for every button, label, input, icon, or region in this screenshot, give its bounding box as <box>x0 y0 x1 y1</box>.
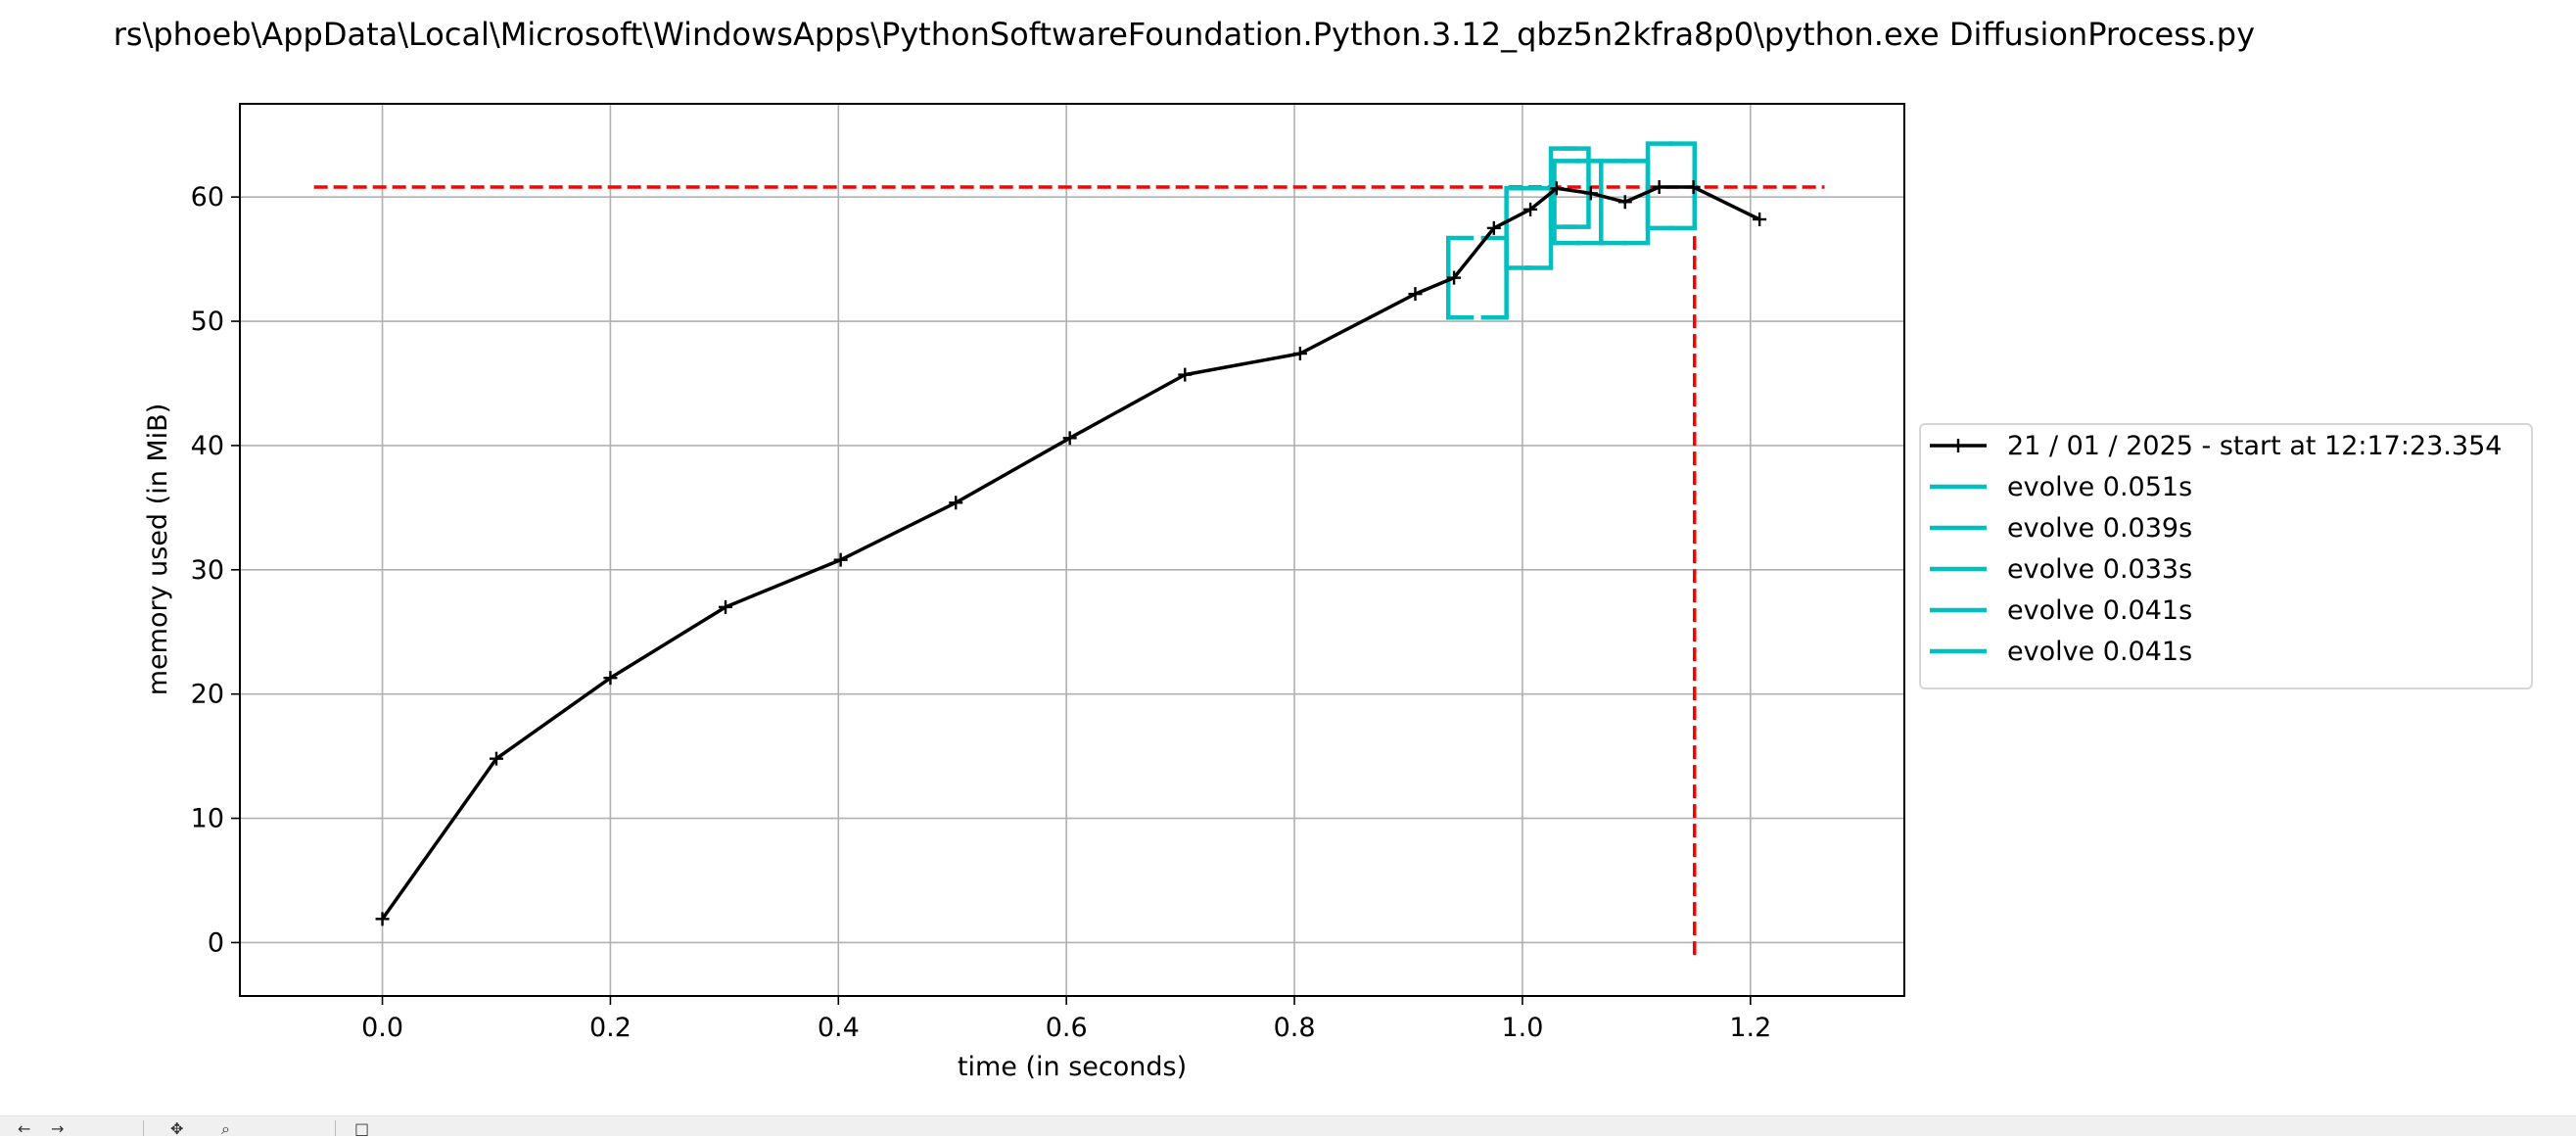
back-arrow-icon[interactable]: ← <box>18 1119 31 1138</box>
legend-item: evolve 0.033s <box>1930 554 2192 585</box>
legend: 21 / 01 / 2025 - start at 12:17:23.354 ev… <box>1919 423 2533 689</box>
legend-item: evolve 0.039s <box>1930 513 2192 544</box>
bracket-start <box>1552 159 1580 246</box>
x-axis-label: time (in seconds) <box>958 1052 1187 1082</box>
x-tick-label: 0.8 <box>1274 1013 1316 1043</box>
bracket-end <box>1563 146 1591 229</box>
legend-box <box>1919 423 2533 689</box>
toolbar-divider <box>143 1120 144 1136</box>
memory-data-point <box>1652 180 1666 195</box>
x-tick-label: 0.4 <box>818 1013 860 1043</box>
memory-data-point <box>1292 347 1307 361</box>
bracket-end <box>1525 186 1554 270</box>
y-tick-label: 50 <box>191 307 224 337</box>
x-tick-label: 1.2 <box>1729 1013 1771 1043</box>
peak-memory-marker <box>313 149 1825 956</box>
y-tick-label: 60 <box>191 182 224 213</box>
legend-item: 21 / 01 / 2025 - start at 12:17:23.354 <box>1930 431 2502 461</box>
y-tick-label: 40 <box>191 431 224 461</box>
memory-data-point <box>1686 180 1701 195</box>
memory-data-point <box>719 599 733 614</box>
memory-data-point <box>1408 287 1423 302</box>
zoom-icon[interactable]: ⌕ <box>221 1119 230 1138</box>
bracket-end <box>1480 235 1509 320</box>
figure-title: rs\phoeb\AppData\Local\Microsoft\Windows… <box>114 16 2255 53</box>
memory-data-point <box>1062 431 1077 446</box>
legend-label: 21 / 01 / 2025 - start at 12:17:23.354 <box>2007 431 2502 461</box>
y-tick-label: 0 <box>208 927 224 958</box>
memory-data-point <box>1523 202 1538 216</box>
figure-canvas: rs\phoeb\AppData\Local\Microsoft\Windows… <box>114 16 2533 1082</box>
memory-series <box>375 180 1767 926</box>
forward-arrow-icon[interactable]: → <box>51 1119 65 1138</box>
legend-label: evolve 0.051s <box>2007 472 2192 502</box>
plot-toolbar: ← → ✥ ⌕ □ <box>0 1115 2576 1138</box>
y-tick-label: 10 <box>191 804 224 834</box>
memory-data-point <box>1753 212 1767 226</box>
bracket-start <box>1599 159 1627 246</box>
bracket-start <box>1504 186 1532 270</box>
memory-data-point <box>1486 220 1501 235</box>
legend-label: evolve 0.033s <box>2007 554 2192 585</box>
save-icon[interactable]: □ <box>354 1119 370 1138</box>
memory-data-point <box>949 496 963 510</box>
x-tick-label: 1.0 <box>1501 1013 1543 1043</box>
legend-item: evolve 0.041s <box>1930 595 2192 626</box>
memory-data-point <box>1178 367 1193 382</box>
memory-data-point <box>1583 186 1598 201</box>
memory-data-point <box>489 751 503 766</box>
toolbar-divider <box>335 1120 336 1136</box>
memory-usage-line <box>381 185 1760 921</box>
x-tick-label: 0.6 <box>1046 1013 1088 1043</box>
x-tick-label: 0.0 <box>361 1013 403 1043</box>
grid-lines <box>240 104 1904 996</box>
x-tick-label: 0.2 <box>589 1013 632 1043</box>
memory-data-point <box>833 552 848 567</box>
memory-data-point <box>375 912 390 926</box>
y-axis-label: memory used (in MiB) <box>143 403 173 696</box>
function-bracket <box>1552 159 1604 246</box>
legend-label: evolve 0.041s <box>2007 637 2192 667</box>
memory-data-point <box>1549 181 1564 196</box>
legend-item: evolve 0.051s <box>1930 472 2192 502</box>
x-axis-ticks: 0.0 0.2 0.4 0.6 0.8 1.0 1.2 <box>361 996 1771 1043</box>
memory-data-point <box>1447 270 1462 285</box>
function-brackets <box>1445 141 1698 320</box>
y-tick-label: 20 <box>191 680 224 710</box>
axes-frame <box>239 103 1905 997</box>
memory-data-point <box>1617 195 1632 210</box>
y-axis-ticks: 0 10 20 30 40 50 60 <box>191 182 240 958</box>
legend-label: evolve 0.041s <box>2007 595 2192 626</box>
legend-label: evolve 0.039s <box>2007 513 2192 544</box>
bracket-start <box>1645 141 1674 231</box>
pan-icon[interactable]: ✥ <box>170 1119 184 1138</box>
memory-data-point <box>603 671 618 686</box>
legend-item: evolve 0.041s <box>1930 637 2192 667</box>
y-tick-label: 30 <box>191 555 224 586</box>
